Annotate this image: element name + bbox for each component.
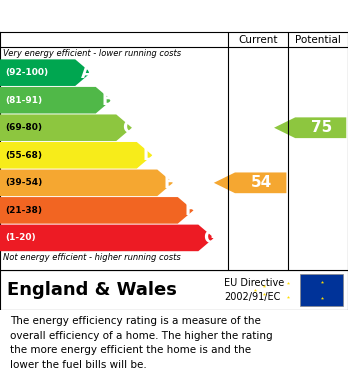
Text: (69-80): (69-80)	[5, 123, 42, 132]
Text: C: C	[122, 119, 135, 137]
Text: Energy Efficiency Rating: Energy Efficiency Rating	[10, 7, 239, 25]
Polygon shape	[0, 142, 152, 169]
Text: E: E	[164, 174, 175, 192]
Text: Very energy efficient - lower running costs: Very energy efficient - lower running co…	[3, 49, 182, 58]
Text: (21-38): (21-38)	[5, 206, 42, 215]
Polygon shape	[0, 59, 91, 86]
Polygon shape	[274, 117, 346, 138]
Text: (1-20): (1-20)	[5, 233, 36, 242]
Text: England & Wales: England & Wales	[7, 281, 177, 299]
Text: G: G	[204, 229, 218, 247]
Text: Current: Current	[238, 35, 278, 45]
Text: 75: 75	[311, 120, 332, 135]
Text: Not energy efficient - higher running costs: Not energy efficient - higher running co…	[3, 253, 181, 262]
Text: F: F	[184, 201, 196, 219]
Text: (92-100): (92-100)	[5, 68, 48, 77]
Text: (55-68): (55-68)	[5, 151, 42, 160]
Polygon shape	[214, 172, 286, 193]
Text: Potential: Potential	[295, 35, 341, 45]
Text: (81-91): (81-91)	[5, 96, 42, 105]
Text: 2002/91/EC: 2002/91/EC	[224, 292, 281, 302]
Text: (39-54): (39-54)	[5, 178, 42, 187]
Polygon shape	[0, 197, 193, 224]
Text: 54: 54	[251, 175, 272, 190]
Polygon shape	[0, 170, 173, 196]
Polygon shape	[0, 224, 214, 251]
Text: B: B	[102, 91, 114, 109]
Text: D: D	[142, 146, 156, 164]
FancyBboxPatch shape	[300, 274, 343, 306]
Text: EU Directive: EU Directive	[224, 278, 285, 288]
Text: A: A	[81, 64, 94, 82]
Text: The energy efficiency rating is a measure of the
overall efficiency of a home. T: The energy efficiency rating is a measur…	[10, 316, 273, 369]
Polygon shape	[0, 87, 111, 113]
Polygon shape	[0, 115, 132, 141]
